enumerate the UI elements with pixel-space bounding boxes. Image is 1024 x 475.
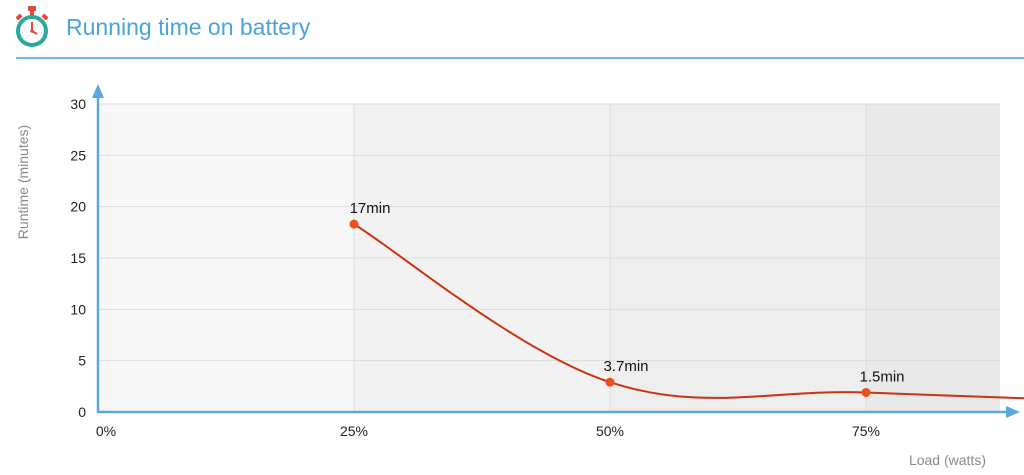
stopwatch-icon: [15, 6, 49, 47]
y-tick-label: 30: [70, 96, 86, 112]
y-axis-arrow: [92, 84, 104, 98]
series-line: [353, 223, 1024, 400]
y-tick-label: 5: [78, 353, 86, 369]
data-label: 1.5min: [859, 368, 904, 385]
y-tick-label: 0: [78, 404, 86, 420]
data-label: 3.7min: [603, 358, 648, 375]
x-axis-title: Load (watts): [909, 452, 986, 468]
x-axis-arrow: [1006, 406, 1020, 418]
y-tick-label: 10: [70, 301, 86, 317]
x-tick-label: 50%: [596, 423, 624, 439]
y-tick-label: 20: [70, 199, 86, 215]
y-tick-label: 25: [70, 147, 86, 163]
x-tick-label: 25%: [340, 423, 368, 439]
data-point: [605, 377, 615, 387]
y-tick-label: 15: [70, 250, 86, 266]
page-title: Running time on battery: [66, 14, 311, 40]
header-divider: [16, 57, 1024, 59]
data-point: [349, 219, 359, 229]
data-label: 17min: [350, 200, 391, 217]
x-tick-label: 0%: [96, 423, 116, 439]
x-tick-label: 75%: [852, 423, 880, 439]
y-axis-title: Runtime (minutes): [15, 125, 31, 239]
data-point: [861, 387, 871, 397]
header: Running time on battery: [0, 0, 1024, 60]
